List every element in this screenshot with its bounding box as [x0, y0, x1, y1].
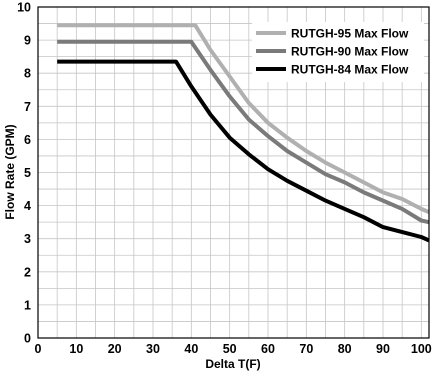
legend-label: RUTGH-90 Max Flow	[291, 45, 409, 59]
y-tick-label: 8	[24, 67, 31, 81]
y-tick-label: 3	[24, 232, 31, 246]
y-tick-label: 7	[24, 100, 31, 114]
x-tick-label: 100	[411, 342, 432, 356]
x-tick-labels: 0 10 20 30 40 50 60 70 80 90 100	[35, 342, 432, 356]
y-tick-label: 5	[24, 166, 31, 180]
series-lines	[57, 23, 430, 243]
x-tick-label: 30	[146, 342, 160, 356]
x-tick-label: 0	[35, 342, 42, 356]
series-line-3	[57, 59, 430, 243]
y-tick-label: 9	[24, 34, 31, 48]
y-tick-label: 0	[24, 332, 31, 346]
legend: RUTGH-95 Max Flow RUTGH-90 Max Flow RUTGH-…	[252, 22, 424, 82]
y-tick-label: 6	[24, 133, 31, 147]
series-line-1	[57, 23, 430, 215]
x-tick-label: 10	[69, 342, 83, 356]
x-axis-label: Delta T(F)	[205, 357, 260, 371]
y-tick-label: 1	[24, 298, 31, 312]
y-axis-label: Flow Rate (GPM)	[3, 124, 17, 219]
y-tick-label: 4	[24, 199, 31, 213]
y-tick-label: 2	[24, 265, 31, 279]
x-tick-label: 70	[299, 342, 313, 356]
x-tick-label: 50	[223, 342, 237, 356]
legend-label: RUTGH-95 Max Flow	[291, 27, 409, 41]
x-tick-label: 20	[108, 342, 122, 356]
y-tick-labels: 0 1 2 3 4 5 6 7 8 9 10	[17, 1, 31, 346]
series-line-2	[57, 39, 430, 225]
x-tick-label: 90	[376, 342, 390, 356]
plot-frame	[37, 6, 430, 339]
y-tick-label: 10	[17, 1, 31, 15]
x-tick-label: 60	[261, 342, 275, 356]
x-tick-label: 40	[184, 342, 198, 356]
legend-label: RUTGH-84 Max Flow	[291, 63, 409, 77]
x-tick-label: 80	[338, 342, 352, 356]
